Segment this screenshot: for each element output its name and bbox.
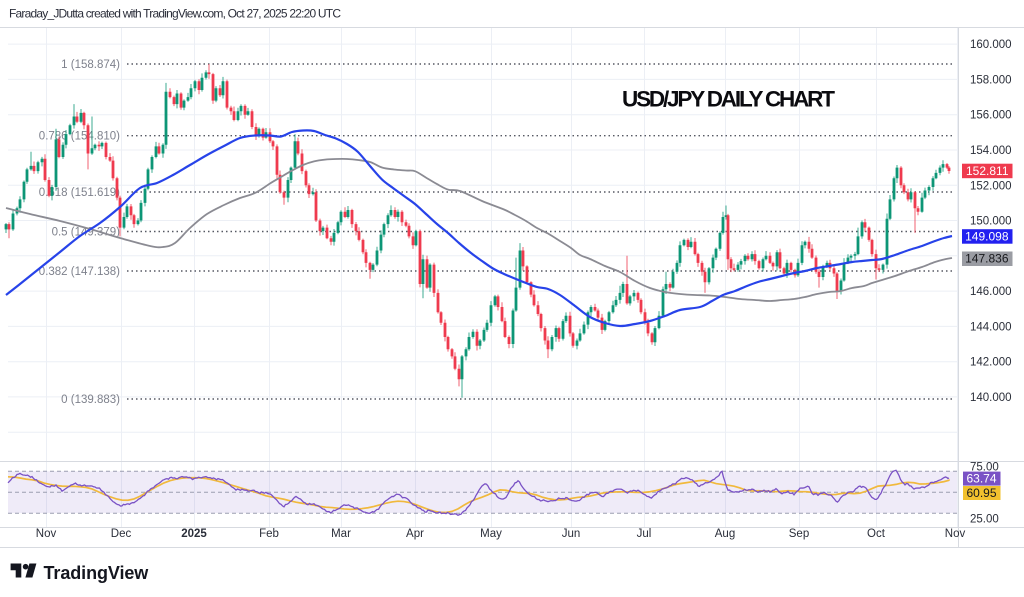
svg-text:156.000: 156.000 bbox=[970, 110, 1012, 122]
svg-text:25.00: 25.00 bbox=[970, 514, 999, 526]
svg-text:149.098: 149.098 bbox=[965, 229, 1009, 243]
svg-text:Sep: Sep bbox=[789, 528, 809, 540]
svg-text:154.000: 154.000 bbox=[970, 145, 1012, 157]
svg-text:142.000: 142.000 bbox=[970, 357, 1012, 369]
svg-text:146.000: 146.000 bbox=[970, 286, 1012, 298]
svg-text:152.811: 152.811 bbox=[966, 164, 1009, 178]
svg-text:May: May bbox=[480, 528, 502, 540]
svg-text:147.836: 147.836 bbox=[965, 252, 1009, 266]
svg-text:144.000: 144.000 bbox=[970, 321, 1012, 333]
svg-text:150.000: 150.000 bbox=[970, 216, 1012, 228]
svg-text:1 (158.874): 1 (158.874) bbox=[61, 59, 120, 71]
svg-text:TradingView: TradingView bbox=[44, 563, 150, 583]
svg-text:63.74: 63.74 bbox=[966, 472, 996, 486]
svg-text:Oct: Oct bbox=[867, 528, 886, 540]
svg-text:75.00: 75.00 bbox=[970, 462, 999, 474]
svg-text:USD/JPY DAILY CHART: USD/JPY DAILY CHART bbox=[622, 87, 835, 112]
svg-text:152.000: 152.000 bbox=[970, 180, 1012, 192]
svg-text:160.000: 160.000 bbox=[970, 39, 1012, 51]
svg-text:Feb: Feb bbox=[259, 528, 279, 540]
svg-text:140.000: 140.000 bbox=[970, 392, 1012, 404]
svg-text:Jun: Jun bbox=[562, 528, 581, 540]
svg-text:Mar: Mar bbox=[331, 528, 351, 540]
svg-text:Faraday_JDutta created with Tr: Faraday_JDutta created with TradingView.… bbox=[9, 7, 341, 21]
svg-text:0.786 (154.810): 0.786 (154.810) bbox=[39, 131, 120, 143]
svg-text:Nov: Nov bbox=[945, 528, 966, 540]
svg-text:158.000: 158.000 bbox=[970, 74, 1012, 86]
svg-text:Nov: Nov bbox=[36, 528, 57, 540]
svg-text:Aug: Aug bbox=[715, 528, 735, 540]
svg-text:60.95: 60.95 bbox=[966, 486, 996, 500]
svg-text:0.618 (151.619): 0.618 (151.619) bbox=[39, 187, 120, 199]
svg-text:2025: 2025 bbox=[181, 528, 207, 540]
svg-text:0.382 (147.138): 0.382 (147.138) bbox=[39, 266, 120, 278]
svg-text:Jul: Jul bbox=[637, 528, 652, 540]
svg-text:Apr: Apr bbox=[406, 528, 424, 540]
svg-text:0 (139.883): 0 (139.883) bbox=[61, 394, 120, 406]
svg-text:Dec: Dec bbox=[111, 528, 132, 540]
